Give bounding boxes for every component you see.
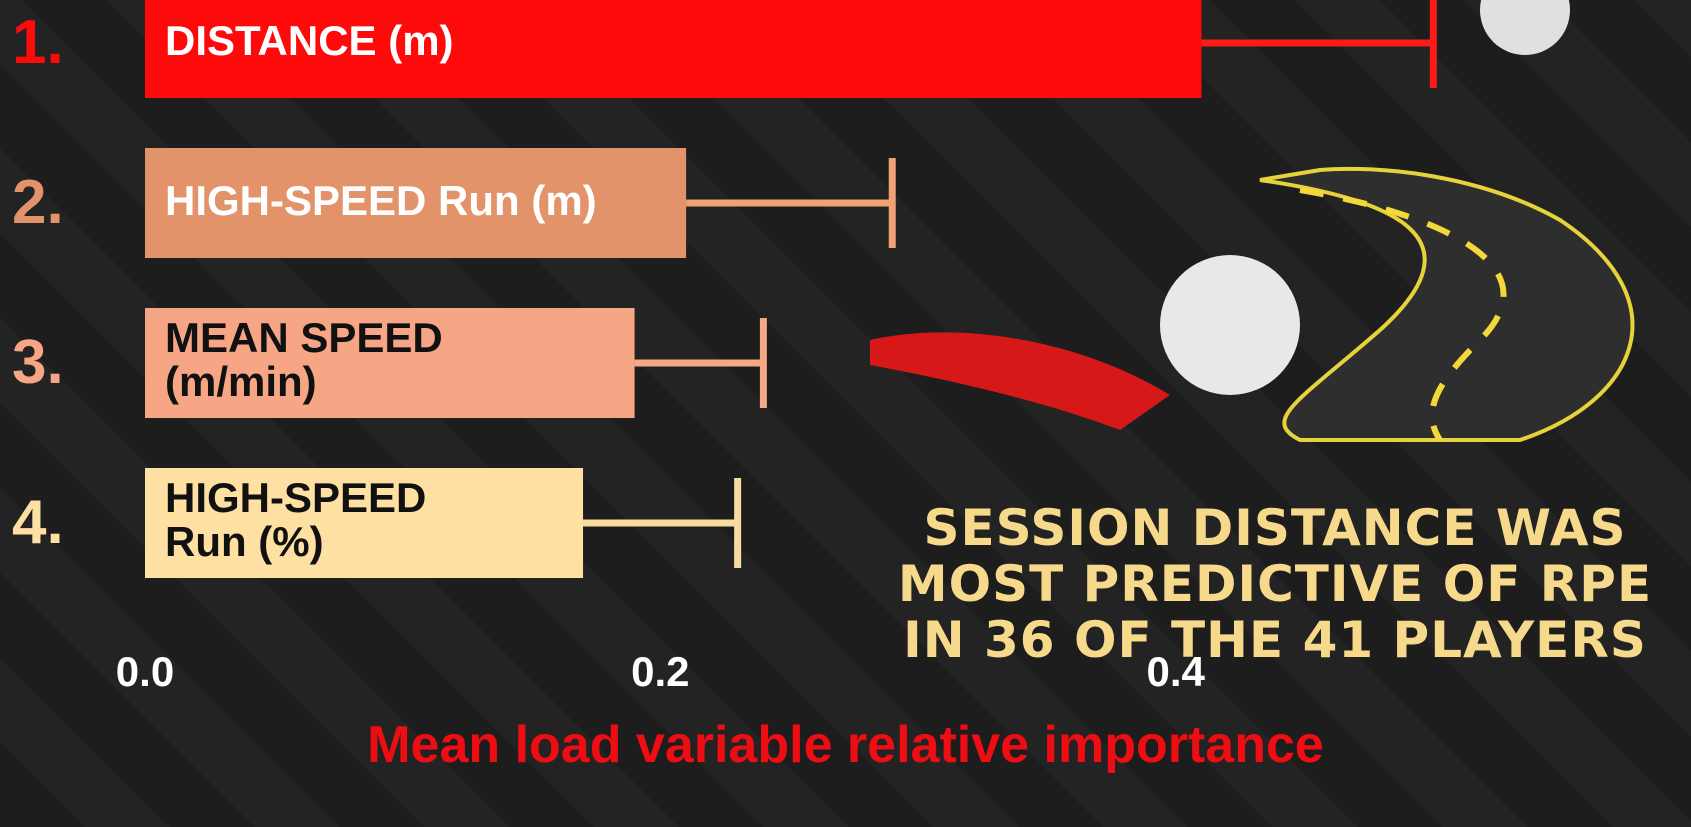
bar-label: HIGH-SPEED Run (%) xyxy=(165,474,427,566)
figure-head xyxy=(1160,255,1300,395)
x-tick-label: 0.2 xyxy=(631,648,690,695)
bar xyxy=(145,0,1202,98)
bar xyxy=(145,148,687,258)
x-axis-title: Mean load variable relative importance xyxy=(367,716,1324,774)
figure-head-2 xyxy=(1480,0,1570,55)
x-tick-label: 0.4 xyxy=(1146,648,1205,695)
road-dashes xyxy=(1299,187,1507,442)
bar-label: HIGH-SPEED Run (m) xyxy=(165,177,597,224)
rank-label: 2. xyxy=(12,168,64,237)
bar-label: DISTANCE (m) xyxy=(165,17,454,64)
annotation: SESSION DISTANCE WAS MOST PREDICTIVE OF … xyxy=(897,499,1653,669)
figure-cape xyxy=(870,332,1170,430)
rank-label: 4. xyxy=(12,488,64,557)
bar xyxy=(145,468,584,578)
rank-label: 1. xyxy=(12,8,64,77)
rank-label: 3. xyxy=(12,328,64,397)
x-tick-label: 0.0 xyxy=(115,648,175,695)
road-illustration xyxy=(1259,166,1635,442)
bar xyxy=(145,308,635,418)
bar-label: MEAN SPEED (m/min) xyxy=(165,314,443,406)
